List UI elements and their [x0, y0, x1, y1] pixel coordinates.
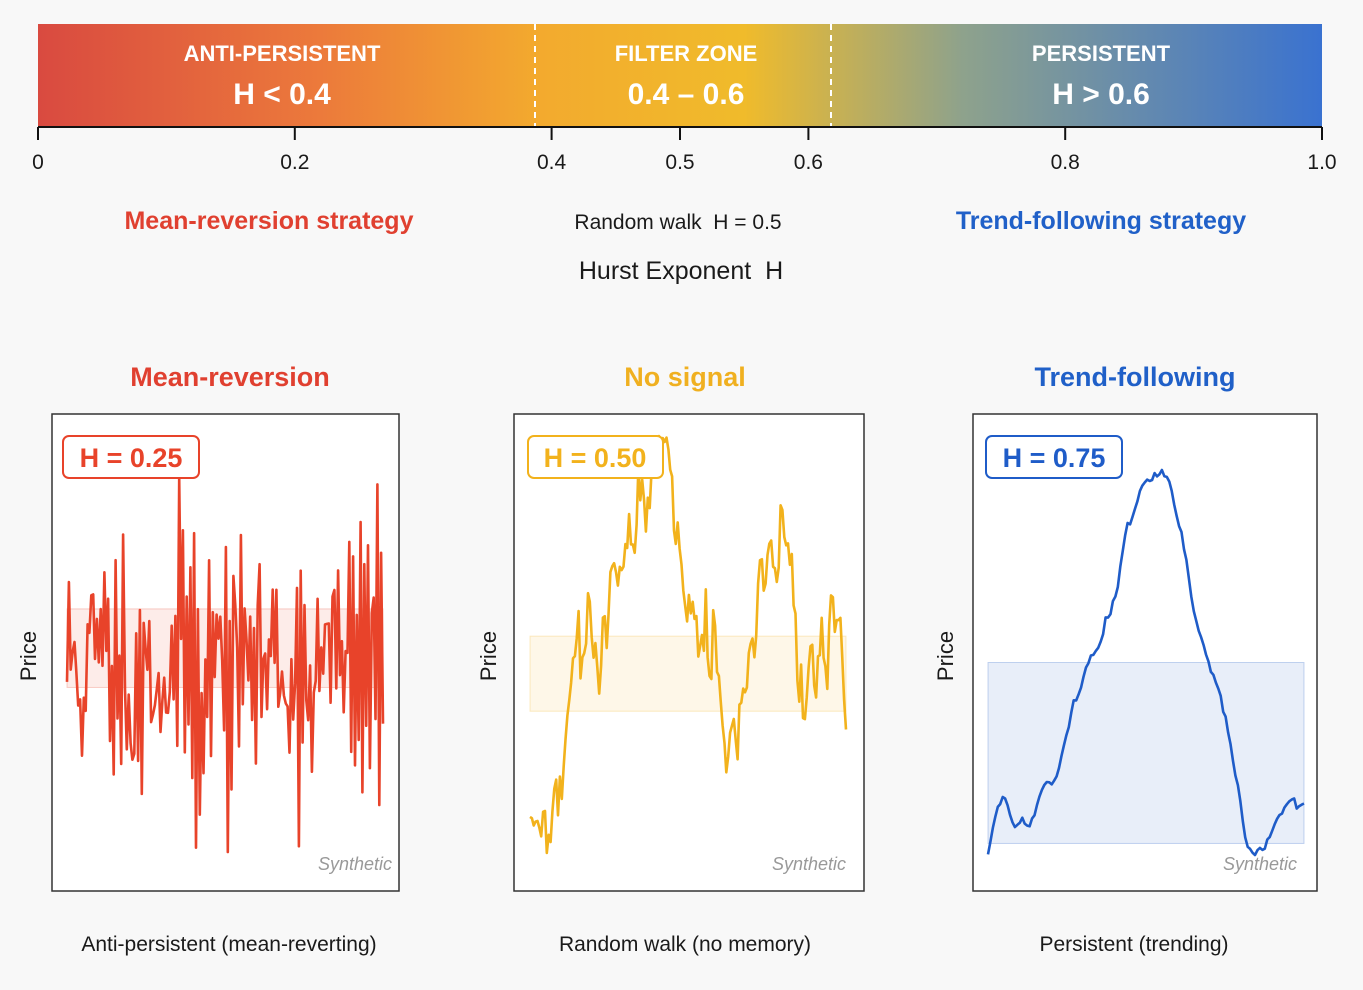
- random-walk-note: Random walk H = 0.5: [574, 211, 781, 234]
- strategy-right-label: Trend-following strategy: [956, 207, 1246, 235]
- scale-ticks: 0 0.2 0.4 0.5 0.6 0.8 1.0: [32, 127, 1337, 174]
- watermark: Synthetic: [1223, 854, 1297, 874]
- scale-tick-label: 1.0: [1307, 151, 1336, 174]
- y-axis-label: Price: [933, 631, 958, 681]
- panel-title: No signal: [624, 362, 746, 392]
- scale-tick-label: 0.2: [280, 151, 309, 174]
- panel-caption: Anti-persistent (mean-reverting): [81, 933, 376, 956]
- zone-label-anti: ANTI-PERSISTENT: [184, 41, 381, 66]
- scale-tick-label: 0: [32, 151, 44, 174]
- shaded-band: [529, 635, 847, 712]
- panel-trend-following: Trend-following H = 0.75 Synthetic Price…: [933, 362, 1318, 956]
- zone-range-filter: 0.4 – 0.6: [628, 78, 745, 111]
- price-series-line: [986, 468, 1305, 857]
- hurst-badge: H = 0.25: [80, 443, 183, 473]
- watermark: Synthetic: [772, 854, 846, 874]
- y-axis-label: Price: [16, 631, 41, 681]
- zone-range-persistent: H > 0.6: [1052, 78, 1150, 111]
- zone-range-anti: H < 0.4: [233, 78, 331, 111]
- plot-frame: [972, 413, 1318, 892]
- price-series-line: [65, 476, 385, 854]
- plot-area: [986, 468, 1305, 857]
- scale-tick-label: 0.8: [1051, 151, 1080, 174]
- scale-tick-label: 0.5: [665, 151, 694, 174]
- zone-label-filter: FILTER ZONE: [615, 41, 758, 66]
- hurst-badge-box: [985, 435, 1123, 479]
- panel-mean-reversion: Mean-reversion H = 0.25 Synthetic Price …: [16, 362, 400, 956]
- shaded-band: [987, 662, 1305, 844]
- scale-axis-title: Hurst Exponent H: [579, 257, 783, 285]
- hurst-badge: H = 0.50: [544, 443, 647, 473]
- scale-tick-label: 0.6: [794, 151, 823, 174]
- panel-title: Mean-reversion: [130, 362, 330, 392]
- plot-frame: [513, 413, 865, 892]
- hurst-badge: H = 0.75: [1003, 443, 1106, 473]
- scale-tick-label: 0.4: [537, 151, 567, 174]
- panel-caption: Persistent (trending): [1039, 933, 1228, 956]
- strategy-left-label: Mean-reversion strategy: [124, 207, 413, 235]
- panel-title: Trend-following: [1035, 362, 1236, 392]
- watermark: Synthetic: [318, 854, 392, 874]
- hurst-badge-box: [527, 435, 664, 479]
- price-series-line: [529, 434, 848, 855]
- hurst-scale: ANTI-PERSISTENT H < 0.4 FILTER ZONE 0.4 …: [32, 24, 1337, 285]
- plot-area: [529, 434, 848, 855]
- scale-gradient-bar: [38, 24, 1322, 126]
- zone-label-persistent: PERSISTENT: [1032, 41, 1171, 66]
- panel-no-signal: No signal H = 0.50 Synthetic Price Rando…: [476, 362, 865, 956]
- y-axis-label: Price: [476, 631, 501, 681]
- hurst-badge-box: [62, 435, 200, 479]
- plot-area: [65, 476, 385, 854]
- panel-caption: Random walk (no memory): [559, 933, 811, 956]
